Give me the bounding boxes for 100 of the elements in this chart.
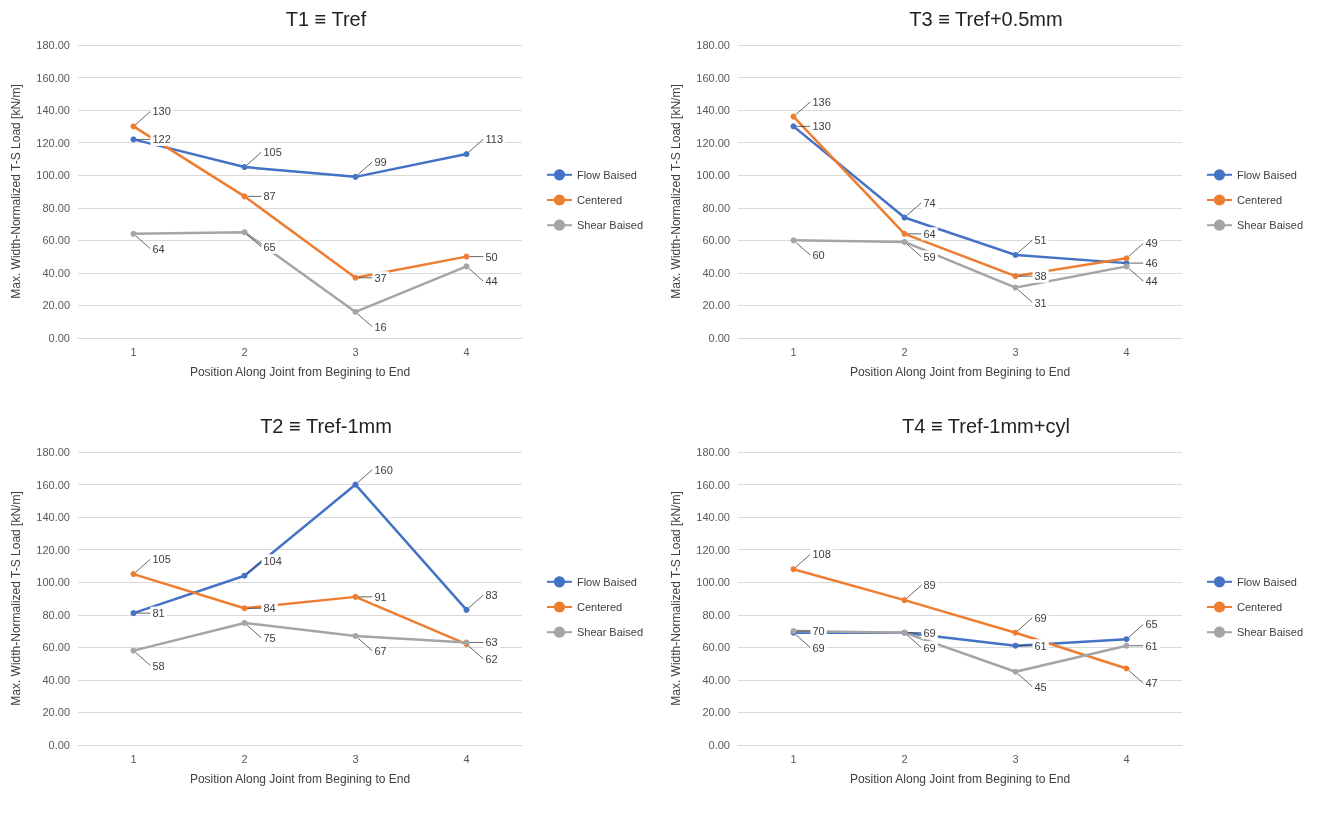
y-tick-label: 0.00 <box>708 739 730 751</box>
data-label: 104 <box>263 554 282 567</box>
data-label: 122 <box>152 133 171 146</box>
data-label: 63 <box>485 636 498 649</box>
legend-label: Shear Baised <box>1236 626 1303 639</box>
y-axis-title: Max. Width-Normalized T-S Load [kN/m] <box>669 84 683 299</box>
data-label: 69 <box>923 626 936 639</box>
legend-label: Flow Baised <box>576 575 637 588</box>
y-tick-label: 0.00 <box>48 332 70 344</box>
y-tick-label: 140.00 <box>696 511 730 524</box>
x-tick-label: 3 <box>352 752 359 765</box>
data-label: 87 <box>263 190 276 203</box>
x-axis-title: Position Along Joint from Begining to End <box>189 772 411 786</box>
y-tick-label: 40.00 <box>702 673 730 686</box>
data-label: 61 <box>1034 639 1047 652</box>
y-tick-label: 60.00 <box>702 641 730 654</box>
data-label: 69 <box>812 641 825 654</box>
y-tick-label: 80.00 <box>42 201 70 214</box>
y-tick-label: 20.00 <box>42 299 70 312</box>
data-label: 70 <box>812 625 825 638</box>
y-tick-label: 160.00 <box>696 478 730 491</box>
data-label: 160 <box>374 463 393 476</box>
x-axis-title: Position Along Joint from Begining to End <box>189 365 411 379</box>
data-label: 65 <box>263 241 276 254</box>
y-tick-label: 120.00 <box>36 543 70 556</box>
data-label: 84 <box>263 602 276 615</box>
y-tick-label: 180.00 <box>696 446 730 458</box>
data-label: 130 <box>152 105 171 118</box>
data-label: 44 <box>485 275 498 288</box>
data-label: 105 <box>152 553 171 566</box>
y-tick-label: 80.00 <box>42 608 70 621</box>
x-tick-label: 1 <box>130 752 137 765</box>
data-label: 69 <box>1034 611 1047 624</box>
y-tick-label: 20.00 <box>702 299 730 312</box>
data-label: 64 <box>152 242 165 255</box>
data-label: 62 <box>485 653 498 666</box>
y-tick-label: 180.00 <box>36 39 70 51</box>
y-tick-label: 100.00 <box>696 169 730 182</box>
chart-title: T3 ≡ Tref+0.5mm <box>909 8 1063 30</box>
data-label: 60 <box>812 249 825 262</box>
chart-title: T4 ≡ Tref-1mm+cyl <box>902 415 1070 437</box>
chart-title: T2 ≡ Tref-1mm <box>260 415 392 437</box>
data-label: 91 <box>374 590 387 603</box>
y-tick-label: 100.00 <box>36 576 70 589</box>
data-label: 136 <box>812 95 831 108</box>
x-tick-label: 3 <box>352 345 359 358</box>
data-label: 108 <box>812 548 831 561</box>
data-label: 51 <box>1034 233 1047 246</box>
data-label: 37 <box>374 271 387 284</box>
legend-label: Shear Baised <box>1236 219 1303 232</box>
y-axis-title: Max. Width-Normalized T-S Load [kN/m] <box>9 84 23 299</box>
y-tick-label: 20.00 <box>42 706 70 719</box>
legend-label: Flow Baised <box>1236 168 1297 181</box>
legend-label: Centered <box>1236 194 1283 206</box>
data-label: 61 <box>1145 639 1158 652</box>
y-tick-label: 120.00 <box>696 136 730 149</box>
data-label: 58 <box>152 659 165 672</box>
data-label: 45 <box>1034 680 1047 693</box>
data-label: 31 <box>1034 296 1047 309</box>
y-tick-label: 100.00 <box>36 169 70 182</box>
data-label: 38 <box>1034 270 1047 283</box>
x-tick-label: 4 <box>1123 345 1130 358</box>
legend-label: Flow Baised <box>1236 575 1297 588</box>
x-tick-label: 2 <box>241 345 248 358</box>
y-tick-label: 180.00 <box>36 446 70 458</box>
legend-label: Centered <box>576 601 623 613</box>
data-label: 64 <box>923 227 936 240</box>
x-tick-label: 3 <box>1012 345 1019 358</box>
x-axis-title: Position Along Joint from Begining to End <box>849 365 1071 379</box>
y-tick-label: 160.00 <box>36 478 70 491</box>
data-label: 44 <box>1145 275 1158 288</box>
data-label: 50 <box>485 250 498 263</box>
y-axis-title: Max. Width-Normalized T-S Load [kN/m] <box>9 491 23 706</box>
data-label: 81 <box>152 607 165 620</box>
legend-label: Shear Baised <box>576 626 643 639</box>
y-tick-label: 80.00 <box>702 608 730 621</box>
data-label: 75 <box>263 631 276 644</box>
y-tick-label: 100.00 <box>696 576 730 589</box>
y-tick-label: 180.00 <box>696 39 730 51</box>
y-tick-label: 40.00 <box>702 266 730 279</box>
y-tick-label: 60.00 <box>702 234 730 247</box>
data-label: 49 <box>1145 237 1158 250</box>
data-label: 130 <box>812 120 831 133</box>
x-tick-label: 4 <box>1123 752 1130 765</box>
x-tick-label: 2 <box>901 345 908 358</box>
x-tick-label: 1 <box>790 752 797 765</box>
y-tick-label: 40.00 <box>42 266 70 279</box>
data-label: 47 <box>1145 677 1158 690</box>
x-tick-label: 3 <box>1012 752 1019 765</box>
data-label: 113 <box>485 133 504 146</box>
x-tick-label: 2 <box>241 752 248 765</box>
data-label: 65 <box>1145 618 1158 631</box>
data-label: 67 <box>374 644 387 657</box>
legend-label: Flow Baised <box>576 168 637 181</box>
data-label: 59 <box>923 250 936 263</box>
legend-label: Centered <box>576 194 623 206</box>
y-tick-label: 40.00 <box>42 673 70 686</box>
y-tick-label: 0.00 <box>48 739 70 751</box>
y-axis-title: Max. Width-Normalized T-S Load [kN/m] <box>669 491 683 706</box>
data-label: 46 <box>1145 257 1158 270</box>
